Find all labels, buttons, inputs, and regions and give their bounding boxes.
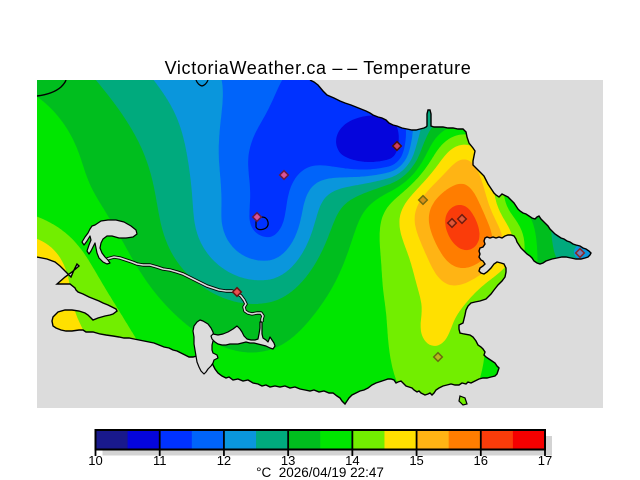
svg-text:14: 14 xyxy=(345,453,359,468)
svg-text:13: 13 xyxy=(281,453,295,468)
svg-text:VictoriaWeather.ca – – Tempera: VictoriaWeather.ca – – Temperature xyxy=(165,58,472,78)
svg-text:°C 2026/04/19 22:47: °C 2026/04/19 22:47 xyxy=(256,465,384,480)
svg-text:10: 10 xyxy=(88,453,102,468)
svg-text:11: 11 xyxy=(153,453,167,468)
svg-text:15: 15 xyxy=(409,453,423,468)
svg-text:17: 17 xyxy=(538,453,552,468)
svg-text:16: 16 xyxy=(474,453,488,468)
svg-text:12: 12 xyxy=(217,453,231,468)
